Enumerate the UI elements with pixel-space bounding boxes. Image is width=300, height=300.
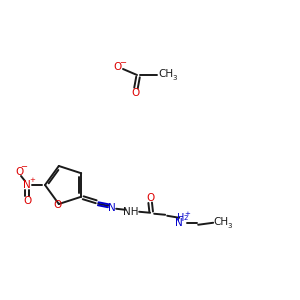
Text: N: N: [23, 180, 31, 190]
Text: O: O: [23, 196, 31, 206]
Text: CH: CH: [158, 69, 174, 79]
Text: O: O: [15, 167, 23, 177]
Text: 3: 3: [172, 75, 177, 81]
Text: O: O: [132, 88, 140, 98]
Text: 3: 3: [227, 223, 232, 229]
Text: O: O: [54, 200, 62, 210]
Text: −: −: [119, 58, 127, 68]
Text: NH: NH: [123, 207, 139, 217]
Text: −: −: [20, 163, 28, 172]
Text: N: N: [175, 218, 183, 228]
Text: N: N: [108, 203, 116, 213]
Text: H: H: [178, 213, 185, 223]
Text: O: O: [114, 62, 122, 72]
Text: CH: CH: [214, 217, 229, 227]
Text: 2: 2: [184, 215, 188, 221]
Text: +: +: [184, 211, 190, 217]
Text: O: O: [146, 193, 154, 203]
Text: +: +: [29, 177, 35, 183]
